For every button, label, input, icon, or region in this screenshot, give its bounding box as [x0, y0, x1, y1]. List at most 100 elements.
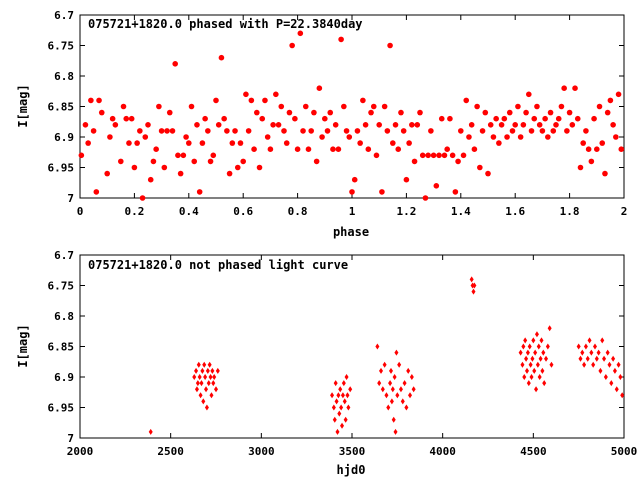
- unphased-plot-frame: [79, 254, 625, 439]
- phased-data-point: [569, 122, 576, 128]
- unphased-data-point: [198, 392, 203, 399]
- unphased-data-point: [534, 386, 539, 393]
- phased-data-point: [498, 122, 505, 128]
- unphased-data-point: [530, 355, 535, 362]
- unphased-plot-title: 075721+1820.0 not phased light curve: [88, 258, 348, 272]
- phased-data-point: [400, 128, 407, 134]
- phased-data-point: [566, 109, 573, 116]
- phased-data-point: [302, 103, 309, 110]
- phased-y-tick-label: 6.75: [48, 40, 75, 53]
- unphased-data-point: [537, 374, 542, 380]
- phased-data-point: [615, 91, 622, 98]
- unphased-data-point: [592, 343, 597, 350]
- unphased-data-point: [603, 374, 608, 380]
- unphased-data-point: [580, 349, 585, 356]
- phased-data-point: [387, 42, 393, 49]
- phased-data-point: [526, 91, 532, 98]
- phased-data-point: [161, 164, 168, 171]
- phased-data-point: [164, 128, 170, 134]
- phased-data-point: [166, 109, 173, 116]
- phased-data-point: [390, 140, 396, 146]
- unphased-data-point: [520, 361, 525, 368]
- phased-data-point: [322, 115, 328, 122]
- unphased-data-point: [340, 422, 345, 429]
- phased-data-point: [297, 30, 304, 37]
- phased-data-point: [202, 115, 208, 122]
- unphased-y-tick-label: 7: [67, 432, 74, 445]
- unphased-data-point: [392, 374, 397, 380]
- unphased-data-point: [197, 374, 202, 380]
- phased-data-point: [292, 115, 298, 122]
- unphased-data-point: [521, 343, 526, 350]
- phased-data-point: [613, 134, 619, 140]
- phased-y-tick-label: 6.9: [54, 131, 74, 144]
- phased-x-tick-label: 1.8: [560, 205, 580, 218]
- phased-data-point: [482, 109, 489, 116]
- phased-x-tick-label: 0.4: [179, 205, 199, 218]
- unphased-y-tick-label: 6.95: [48, 402, 75, 415]
- unphased-data-point: [336, 392, 341, 399]
- phased-data-point: [463, 97, 470, 104]
- unphased-data-point: [380, 386, 385, 393]
- phased-data-point: [417, 109, 423, 116]
- unphased-data-point: [533, 349, 538, 356]
- phased-data-point: [96, 97, 102, 104]
- phased-data-point: [561, 85, 567, 91]
- phased-data-point: [316, 85, 323, 91]
- phased-x-tick-label: 0.6: [233, 205, 253, 218]
- phased-data-point: [607, 97, 614, 104]
- phased-data-point: [196, 189, 203, 195]
- phased-data-point: [134, 140, 140, 146]
- unphased-data-point: [587, 337, 592, 344]
- phased-data-point: [180, 152, 187, 159]
- unphased-data-point: [201, 398, 206, 405]
- unphased-data-point: [472, 282, 477, 289]
- phased-data-point: [517, 134, 524, 140]
- unphased-panel: 075721+1820.0 not phased light curve hjd…: [16, 249, 637, 477]
- unphased-data-point: [404, 404, 409, 411]
- phased-data-point: [346, 134, 353, 140]
- phased-data-point: [468, 122, 475, 128]
- phased-y-tick-label: 6.8: [54, 70, 74, 83]
- phased-data-point: [585, 146, 592, 152]
- phased-data-point: [262, 97, 268, 104]
- phased-data-points: [78, 30, 625, 201]
- phased-data-point: [520, 122, 527, 128]
- phased-data-point: [112, 122, 119, 128]
- phased-data-point: [327, 109, 334, 116]
- phased-x-tick-label: 0.8: [288, 205, 308, 218]
- phased-data-point: [169, 128, 176, 134]
- phased-data-point: [218, 54, 225, 61]
- phased-data-point: [460, 152, 467, 159]
- phased-data-point: [224, 128, 230, 134]
- unphased-data-point: [337, 410, 342, 417]
- phased-data-point: [330, 146, 336, 152]
- unphased-data-point: [388, 367, 393, 374]
- unphased-y-tick-label: 6.9: [54, 371, 74, 384]
- phased-data-point: [194, 122, 200, 128]
- phased-data-point: [583, 128, 589, 134]
- phased-data-point: [210, 152, 217, 159]
- phased-data-point: [414, 122, 421, 128]
- phased-data-point: [351, 176, 358, 183]
- phased-data-point: [150, 158, 157, 165]
- phased-data-point: [547, 109, 554, 116]
- unphased-data-point: [208, 374, 213, 380]
- phased-data-point: [588, 158, 595, 165]
- unphased-data-point: [338, 386, 343, 393]
- unphased-data-point: [393, 428, 398, 435]
- phased-data-point: [553, 122, 559, 128]
- phased-data-point: [379, 189, 385, 195]
- unphased-data-point: [344, 374, 349, 380]
- phased-data-point: [471, 146, 478, 152]
- phased-data-point: [577, 164, 584, 171]
- phased-data-point: [490, 134, 497, 140]
- phased-data-point: [177, 170, 184, 177]
- unphased-x-tick-label: 3000: [248, 445, 275, 458]
- phased-data-point: [332, 122, 339, 128]
- phased-data-point: [172, 61, 178, 67]
- phased-data-point: [411, 158, 418, 165]
- phased-data-point: [458, 128, 464, 134]
- unphased-data-point: [469, 276, 474, 283]
- phased-data-point: [175, 152, 181, 159]
